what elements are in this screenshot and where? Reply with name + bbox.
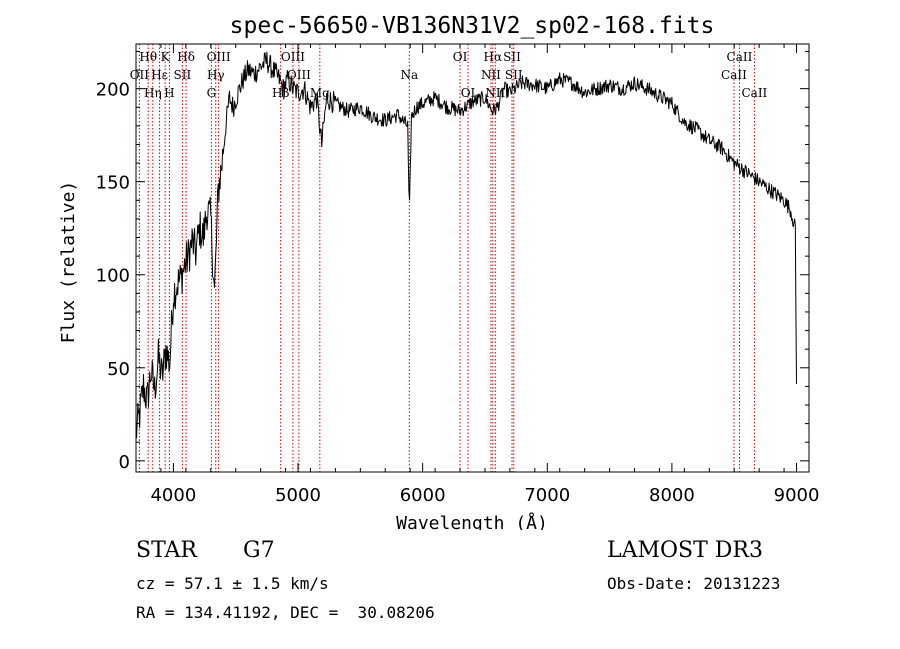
line-label-17: OI	[461, 86, 476, 100]
line-label-12: OIII	[281, 50, 305, 64]
line-label-19: NII	[481, 68, 501, 82]
y-tick-label: 200	[96, 80, 130, 101]
y-tick-label: 50	[107, 359, 130, 380]
x-tick-label: 6000	[400, 485, 446, 506]
x-tick-label: 4000	[150, 485, 196, 506]
line-label-21: SII	[503, 50, 521, 64]
x-tick-label: 5000	[275, 485, 321, 506]
line-label-25: CaII	[741, 86, 767, 100]
x-tick-label: 7000	[524, 485, 570, 506]
line-label-10: G	[207, 86, 217, 100]
line-label-15: Na	[400, 68, 418, 82]
line-label-20: NII	[485, 86, 505, 100]
line-label-1: OII	[130, 68, 150, 82]
line-label-4: K	[161, 50, 171, 64]
line-label-2: Hη	[144, 86, 162, 100]
line-label-23: CaII	[727, 50, 753, 64]
spectral-line-labels: Hθ OII Hη Hε K H Hδ SII OIII Hγ G Hβ OIII OIII Mg Na OI O…	[130, 50, 768, 100]
line-label-6: Hδ	[177, 50, 195, 64]
x-axis: 4000 5000 6000 7000 8000 9000	[135, 44, 820, 506]
line-label-18: Hα	[484, 50, 503, 64]
redshift-velocity: cz = 57.1 ± 1.5 km/s	[136, 574, 329, 593]
line-label-14: Mg	[310, 86, 330, 100]
line-label-16: OI	[453, 50, 468, 64]
spectral-line-markers	[138, 44, 755, 472]
y-tick-label: 0	[119, 452, 130, 473]
y-tick-label: 100	[96, 266, 130, 287]
plot-frame	[135, 43, 810, 473]
line-label-5: H	[164, 86, 174, 100]
line-label-7: SII	[174, 68, 192, 82]
flux-trace	[135, 51, 797, 439]
line-label-3: Hε	[151, 68, 168, 82]
object-class: G7	[243, 538, 275, 563]
flux-trace-layer	[135, 51, 797, 439]
y-tick-label: 150	[96, 173, 130, 194]
observation-date: Obs-Date: 20131223	[607, 574, 781, 593]
chart-title: spec-56650-VB136N31V2_sp02-168.fits	[230, 13, 715, 39]
x-tick-label: 9000	[774, 485, 820, 506]
line-label-11: Hβ	[272, 86, 289, 100]
x-tick-label: 8000	[649, 485, 695, 506]
object-type: STAR	[136, 538, 197, 563]
y-axis: 0 50 100 150 200	[96, 50, 809, 473]
line-label-9: Hγ	[207, 68, 225, 82]
y-axis-label: Flux (relative)	[58, 181, 79, 344]
x-axis-label: Wavelength (Å)	[396, 512, 548, 530]
line-label-13: OIII	[287, 68, 311, 82]
line-label-8: OIII	[207, 50, 231, 64]
line-label-0: Hθ	[139, 50, 157, 64]
coordinates: RA = 134.41192, DEC = 30.08206	[136, 603, 435, 622]
survey-name: LAMOST DR3	[607, 538, 763, 563]
line-label-22: SII	[505, 68, 523, 82]
spectrum-plot: spec-56650-VB136N31V2_sp02-168.fits 4000…	[58, 13, 820, 530]
line-label-24: CaII	[721, 68, 747, 82]
